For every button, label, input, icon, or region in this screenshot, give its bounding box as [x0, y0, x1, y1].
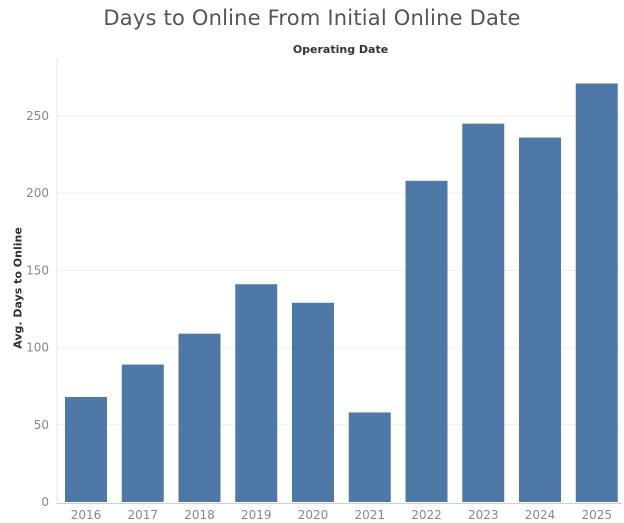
bar-2023 — [462, 123, 505, 503]
bar-2019 — [235, 284, 278, 502]
x-tick-label: 2021 — [354, 508, 385, 522]
bar-2022 — [405, 180, 448, 503]
x-tick-label: 2024 — [525, 508, 556, 522]
x-tick-label: 2019 — [241, 508, 272, 522]
x-tick-label: 2023 — [468, 508, 499, 522]
bar-2025 — [575, 83, 618, 503]
chart-title: Days to Online From Initial Online Date — [103, 6, 521, 30]
y-tick-label: 150 — [26, 263, 49, 277]
bar-2018 — [178, 333, 221, 502]
bar-2020 — [292, 302, 334, 502]
x-tick-label: 2025 — [581, 508, 612, 522]
y-tick-label: 200 — [26, 186, 49, 200]
x-tick-label: 2018 — [184, 508, 215, 522]
y-tick-label: 50 — [34, 418, 49, 432]
x-tick-label: 2016 — [71, 508, 102, 522]
bar-2021 — [348, 412, 391, 502]
bar-2016 — [65, 396, 107, 502]
bar-2017 — [121, 364, 164, 502]
y-tick-label: 100 — [26, 341, 49, 355]
x-tick-label: 2020 — [298, 508, 329, 522]
y-tick-label: 250 — [26, 109, 49, 123]
x-tick-label: 2017 — [127, 508, 158, 522]
y-tick-label: 0 — [41, 495, 49, 509]
column-header-label: Operating Date — [292, 43, 389, 56]
x-tick-label: 2022 — [411, 508, 442, 522]
bar-2024 — [519, 137, 561, 502]
